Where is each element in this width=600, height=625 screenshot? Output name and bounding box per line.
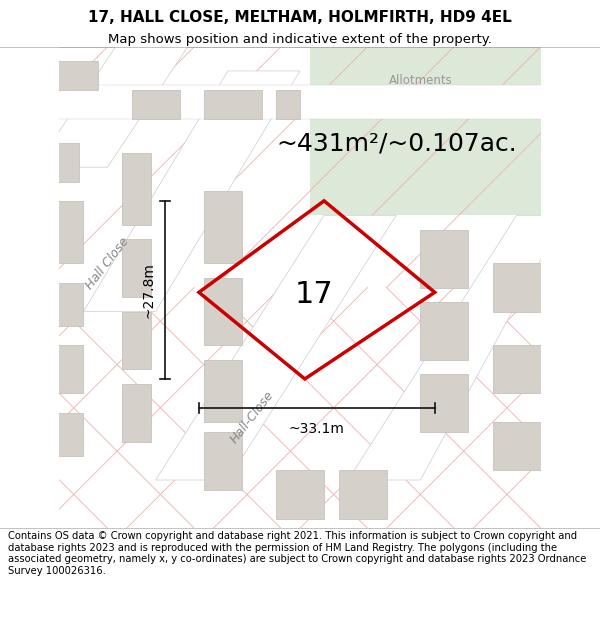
Polygon shape [493, 422, 565, 471]
Polygon shape [131, 90, 179, 119]
Polygon shape [276, 90, 300, 119]
Text: Allotments: Allotments [388, 74, 452, 87]
Polygon shape [493, 345, 565, 393]
Polygon shape [45, 143, 79, 182]
Text: 17: 17 [295, 280, 334, 309]
Text: ~33.1m: ~33.1m [289, 422, 345, 436]
Polygon shape [122, 311, 151, 369]
Polygon shape [310, 47, 541, 215]
Polygon shape [204, 191, 242, 264]
Polygon shape [83, 71, 300, 311]
Polygon shape [276, 471, 324, 519]
Text: Map shows position and indicative extent of the property.: Map shows position and indicative extent… [108, 32, 492, 46]
Text: Contains OS data © Crown copyright and database right 2021. This information is : Contains OS data © Crown copyright and d… [8, 531, 586, 576]
Polygon shape [45, 345, 83, 393]
Polygon shape [204, 359, 242, 423]
Polygon shape [45, 61, 98, 90]
Polygon shape [421, 230, 469, 288]
Polygon shape [122, 152, 151, 225]
Text: ~27.8m: ~27.8m [142, 262, 155, 318]
Polygon shape [35, 22, 204, 167]
Polygon shape [493, 264, 565, 311]
Polygon shape [338, 471, 386, 519]
Polygon shape [45, 412, 83, 456]
Polygon shape [421, 302, 469, 359]
Polygon shape [421, 374, 469, 432]
Polygon shape [204, 90, 262, 119]
Polygon shape [45, 201, 83, 264]
Polygon shape [204, 278, 242, 345]
Polygon shape [45, 282, 83, 326]
Polygon shape [204, 432, 242, 489]
Polygon shape [348, 215, 565, 480]
Polygon shape [35, 86, 565, 119]
Text: 17, HALL CLOSE, MELTHAM, HOLMFIRTH, HD9 4EL: 17, HALL CLOSE, MELTHAM, HOLMFIRTH, HD9 … [88, 10, 512, 25]
Polygon shape [122, 384, 151, 441]
Text: Hall-Close: Hall-Close [227, 389, 276, 446]
Polygon shape [155, 215, 396, 480]
Text: ~431m²/~0.107ac.: ~431m²/~0.107ac. [276, 131, 517, 155]
Text: Hall Close: Hall Close [83, 235, 132, 292]
Polygon shape [122, 239, 151, 297]
